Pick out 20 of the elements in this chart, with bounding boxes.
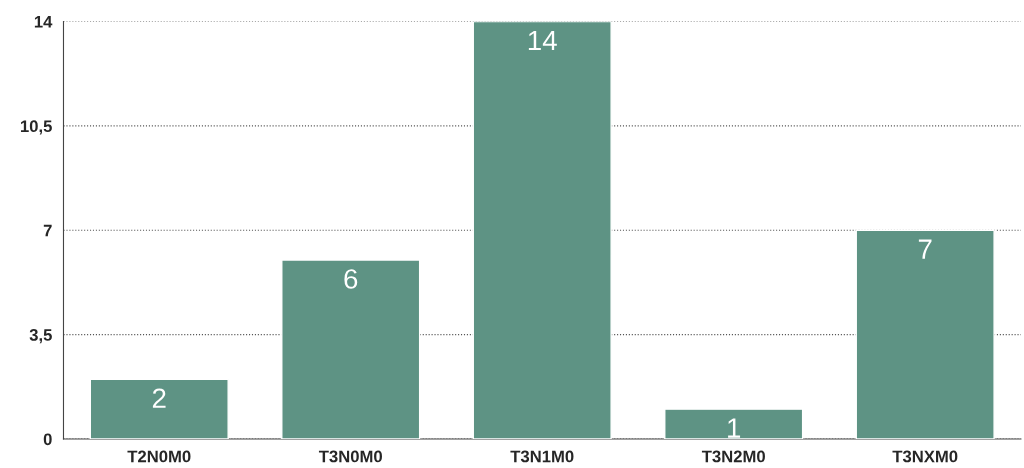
data-label: 1 bbox=[728, 418, 741, 438]
x-tick-label: T3N0M0 bbox=[318, 450, 382, 463]
bar bbox=[855, 229, 995, 439]
data-label: 2 bbox=[152, 388, 166, 408]
y-tick-label: 7 bbox=[43, 224, 52, 237]
x-tick-label: T3N1M0 bbox=[510, 450, 574, 463]
y-tick-label: 10,5 bbox=[20, 120, 52, 135]
data-label: 6 bbox=[344, 269, 358, 289]
y-tick-label: 0 bbox=[43, 433, 52, 446]
bar bbox=[89, 378, 229, 439]
bar bbox=[472, 21, 612, 439]
y-tick-label: 3,5 bbox=[29, 329, 52, 344]
bar bbox=[664, 408, 804, 439]
x-tick-label: T2N0M0 bbox=[127, 450, 191, 463]
bar bbox=[281, 259, 421, 439]
data-label: 7 bbox=[918, 239, 932, 259]
data-label: 14 bbox=[528, 30, 557, 50]
x-tick-label: T3N2M0 bbox=[701, 450, 765, 463]
y-tick-label: 14 bbox=[34, 16, 53, 28]
x-tick-label: T3NXM0 bbox=[892, 450, 958, 463]
